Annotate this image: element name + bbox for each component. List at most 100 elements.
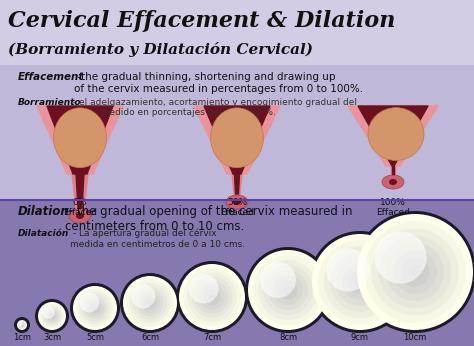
Text: 50%
Effaced: 50% Effaced [220, 198, 254, 217]
Ellipse shape [35, 299, 69, 333]
Ellipse shape [357, 214, 473, 330]
Ellipse shape [18, 321, 23, 326]
Ellipse shape [226, 195, 248, 209]
Ellipse shape [183, 268, 241, 326]
Ellipse shape [54, 108, 106, 168]
Ellipse shape [131, 284, 155, 308]
Ellipse shape [187, 272, 237, 322]
Polygon shape [37, 106, 123, 174]
Ellipse shape [354, 211, 474, 333]
Text: 3cm: 3cm [43, 333, 61, 342]
Ellipse shape [50, 314, 54, 318]
Ellipse shape [327, 248, 370, 292]
Ellipse shape [140, 293, 160, 313]
Ellipse shape [248, 250, 328, 330]
Ellipse shape [208, 293, 216, 301]
Ellipse shape [84, 297, 106, 319]
Text: Borramiento: Borramiento [18, 98, 82, 107]
Ellipse shape [389, 179, 397, 185]
Polygon shape [358, 106, 428, 166]
Ellipse shape [348, 270, 372, 294]
Polygon shape [232, 174, 242, 194]
Ellipse shape [210, 108, 264, 168]
Text: - el adelgazamiento, acortamiento y encogimiento gradual del
cervix medido en po: - el adelgazamiento, acortamiento y enco… [70, 98, 357, 117]
Ellipse shape [76, 289, 114, 327]
Ellipse shape [364, 221, 466, 323]
Text: - La apertura gradual del cérvix
medida en centimetros de 0 a 10 cms.: - La apertura gradual del cérvix medida … [70, 229, 245, 249]
Ellipse shape [80, 293, 100, 312]
Ellipse shape [137, 290, 164, 317]
Ellipse shape [120, 273, 180, 333]
Text: 5cm: 5cm [86, 333, 104, 342]
Ellipse shape [92, 305, 98, 311]
Ellipse shape [263, 265, 313, 315]
Ellipse shape [76, 213, 84, 219]
Text: - the gradual opening of the cervix measured in
centimeters from 0 to 10 cms.: - the gradual opening of the cervix meas… [65, 205, 353, 233]
Polygon shape [72, 174, 88, 208]
Polygon shape [235, 174, 239, 194]
Ellipse shape [258, 260, 318, 320]
Text: Cervical Effacement & Dilation: Cervical Effacement & Dilation [8, 10, 395, 32]
Ellipse shape [40, 304, 64, 328]
Bar [0, 200, 474, 346]
Ellipse shape [195, 281, 228, 313]
Ellipse shape [79, 291, 111, 325]
Ellipse shape [312, 234, 408, 330]
Ellipse shape [368, 108, 424, 161]
Ellipse shape [19, 322, 25, 328]
Ellipse shape [204, 289, 220, 305]
Ellipse shape [20, 323, 24, 327]
Ellipse shape [393, 250, 437, 294]
Ellipse shape [81, 294, 109, 322]
Ellipse shape [42, 306, 63, 327]
Ellipse shape [374, 231, 427, 284]
Ellipse shape [70, 283, 120, 333]
Ellipse shape [87, 300, 103, 316]
Ellipse shape [45, 309, 59, 323]
Ellipse shape [336, 258, 384, 306]
Ellipse shape [309, 231, 411, 333]
Polygon shape [194, 106, 280, 174]
Ellipse shape [372, 228, 458, 316]
Ellipse shape [179, 264, 245, 330]
Ellipse shape [130, 283, 170, 323]
Ellipse shape [253, 255, 323, 325]
Ellipse shape [90, 302, 100, 313]
Ellipse shape [47, 311, 57, 321]
Ellipse shape [379, 236, 451, 308]
Text: 0%
Effaced: 0% Effaced [63, 198, 97, 217]
Text: 1cm: 1cm [13, 333, 31, 342]
Ellipse shape [18, 321, 26, 329]
Ellipse shape [408, 265, 422, 279]
Ellipse shape [354, 276, 366, 288]
Polygon shape [391, 166, 395, 174]
Polygon shape [76, 174, 84, 208]
Text: 10cm: 10cm [403, 333, 427, 342]
Ellipse shape [17, 320, 27, 330]
Polygon shape [348, 106, 438, 166]
Ellipse shape [324, 246, 396, 318]
Ellipse shape [200, 285, 224, 309]
Text: Effacement: Effacement [18, 72, 84, 82]
Text: 100%
Effaced: 100% Effaced [376, 198, 410, 217]
Text: Dilation: Dilation [18, 205, 70, 218]
Text: 9cm: 9cm [351, 333, 369, 342]
Ellipse shape [189, 274, 219, 303]
Polygon shape [47, 106, 113, 174]
Ellipse shape [330, 252, 390, 312]
Ellipse shape [268, 270, 308, 310]
Text: 7cm: 7cm [203, 333, 221, 342]
Ellipse shape [342, 264, 378, 300]
Ellipse shape [401, 257, 429, 286]
Ellipse shape [260, 262, 296, 298]
Ellipse shape [278, 280, 298, 300]
Text: (Borramiento y Dilatación Cervical): (Borramiento y Dilatación Cervical) [8, 42, 313, 57]
Ellipse shape [73, 286, 117, 330]
Ellipse shape [18, 321, 27, 329]
Ellipse shape [146, 300, 154, 306]
Ellipse shape [38, 302, 66, 330]
Ellipse shape [386, 243, 444, 301]
Polygon shape [204, 106, 270, 174]
Ellipse shape [191, 276, 233, 318]
Ellipse shape [123, 276, 177, 330]
